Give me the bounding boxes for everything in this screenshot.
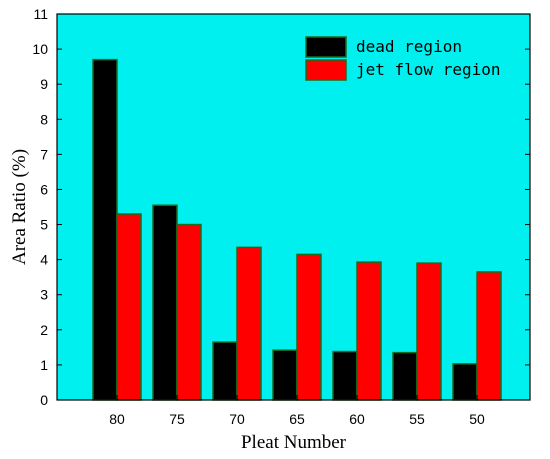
bar-dead-region-75	[152, 204, 178, 401]
bar-dead-region-65	[272, 349, 298, 401]
y-tick-label: 0	[40, 392, 48, 408]
bar-jet-flow-region-70	[236, 246, 262, 401]
x-axis-title: Pleat Number	[241, 432, 347, 453]
bar-jet-flow-region-65	[296, 253, 322, 401]
bar-jet-flow-region-60	[356, 261, 382, 401]
bar-dead-region-50	[452, 363, 478, 401]
bar-dead-region-80	[92, 58, 118, 401]
legend-swatch-jet-flow-region	[305, 59, 347, 81]
plot-frame	[56, 13, 531, 401]
legend: dead region jet flow region	[305, 36, 501, 81]
y-tick-label: 2	[40, 322, 48, 338]
bar-dead-region-70	[212, 341, 238, 401]
y-tick-label: 7	[40, 146, 48, 162]
bar-dead-region-60	[332, 350, 358, 401]
y-tick-label: 8	[40, 111, 48, 127]
y-tick-label: 4	[40, 252, 48, 268]
bar-jet-flow-region-50	[476, 271, 502, 401]
x-tick-label: 75	[169, 411, 185, 427]
bar-jet-flow-region-80	[116, 213, 142, 401]
legend-swatch-dead-region	[305, 36, 347, 58]
y-tick-label: 1	[40, 357, 48, 373]
y-tick-label: 5	[40, 217, 48, 233]
x-axis: 80 75 70 65 60 55 50	[109, 395, 485, 427]
x-tick-label: 80	[109, 411, 125, 427]
y-axis-title: Area Ratio (%)	[9, 149, 30, 265]
x-tick-label: 60	[349, 411, 365, 427]
x-tick-label: 50	[469, 411, 485, 427]
x-tick-label: 70	[229, 411, 245, 427]
y-tick-label: 9	[40, 76, 48, 92]
y-tick-label: 10	[32, 41, 48, 57]
x-tick-label: 65	[289, 411, 305, 427]
legend-label-jet-flow-region: jet flow region	[356, 60, 501, 79]
bar-dead-region-55	[392, 351, 418, 401]
legend-label-dead-region: dead region	[356, 37, 462, 56]
bar-jet-flow-region-55	[416, 262, 442, 401]
y-tick-label: 6	[40, 181, 48, 197]
bar-jet-flow-region-75	[176, 223, 202, 401]
x-tick-label: 55	[409, 411, 425, 427]
y-tick-label: 11	[33, 6, 48, 22]
bars-layer	[92, 58, 502, 401]
y-axis: 0 1 2 3 4 5 6 7 8 9 10 11	[32, 6, 530, 408]
y-tick-label: 3	[40, 287, 48, 303]
